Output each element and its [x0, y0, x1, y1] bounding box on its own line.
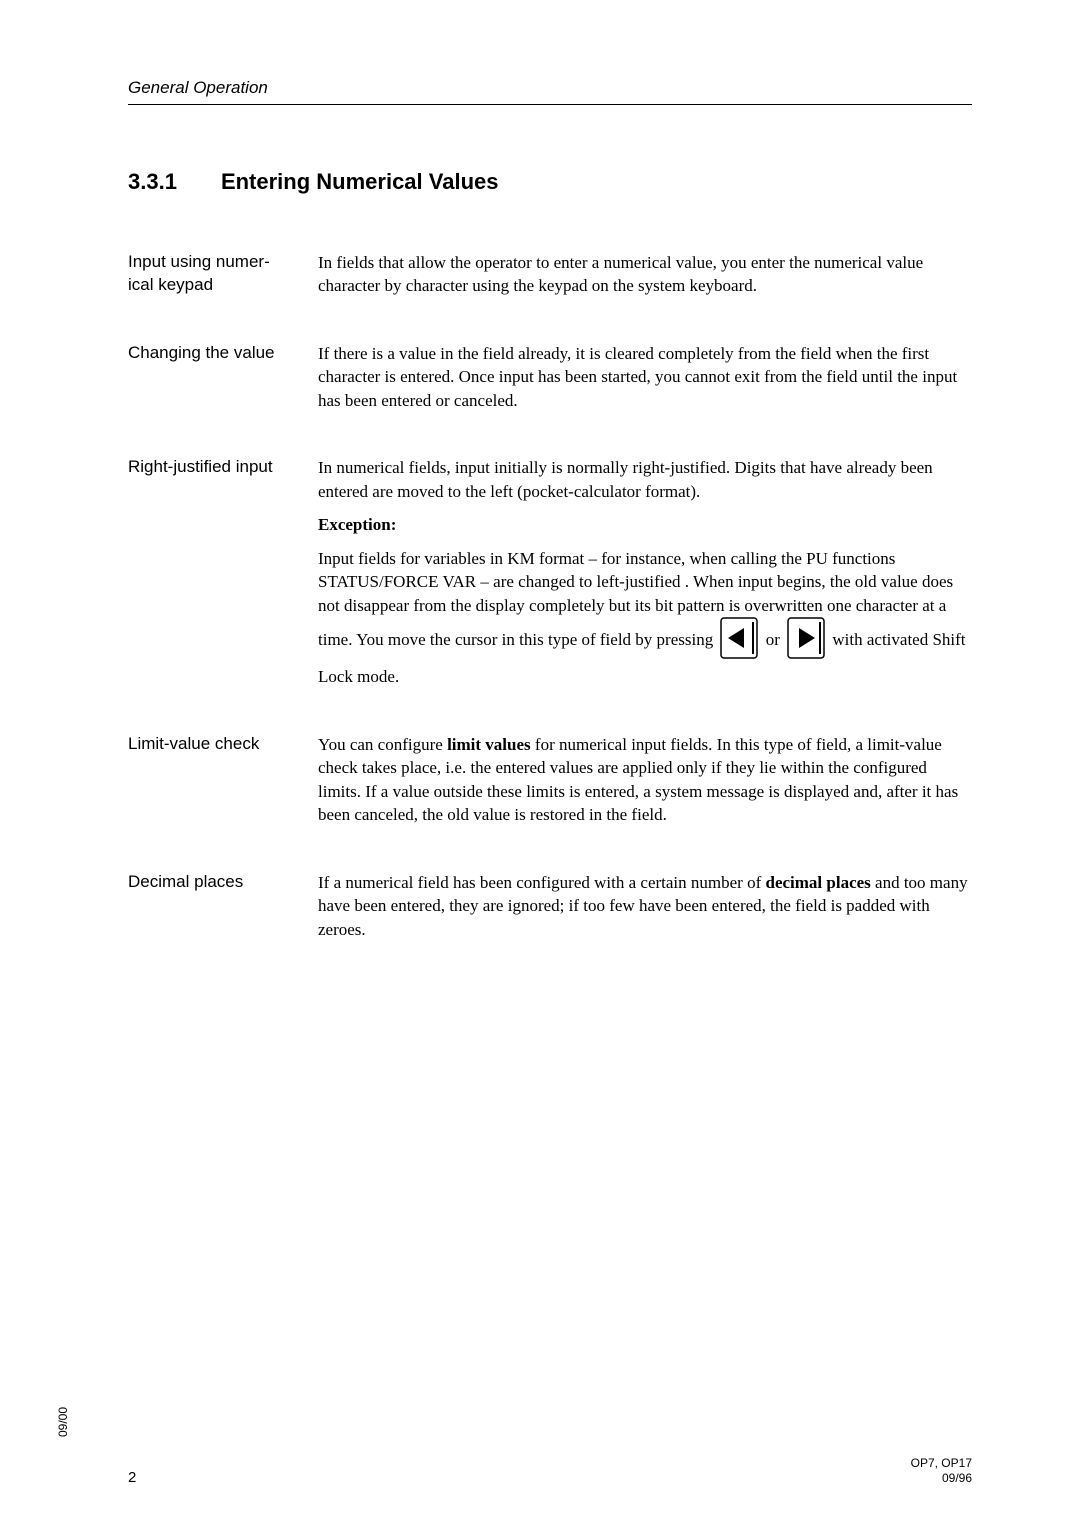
footer-date: 09/96 — [911, 1471, 972, 1487]
paragraph: If a numerical field has been configured… — [318, 871, 972, 941]
section-number: 3.3.1 — [128, 169, 177, 195]
page-number: 2 — [128, 1469, 136, 1486]
entry-input-keypad: Input using numer- ical keypad In fields… — [128, 251, 972, 308]
paragraph: In numerical fields, input initially is … — [318, 456, 972, 503]
entry-changing-value: Changing the value If there is a value i… — [128, 342, 972, 422]
entry-label: Limit-value check — [128, 733, 318, 837]
entry-body: If a numerical field has been configured… — [318, 871, 972, 951]
side-rotated-text: 09/00 — [56, 1407, 70, 1437]
arrow-right-key-icon — [787, 617, 825, 665]
entry-body: If there is a value in the field already… — [318, 342, 972, 422]
running-title: General Operation — [128, 78, 972, 104]
entry-label: Decimal places — [128, 871, 318, 951]
footer: 2 OP7, OP17 09/96 — [128, 1469, 972, 1487]
entry-body: In numerical fields, input initially is … — [318, 456, 972, 699]
text-run: You can configure — [318, 735, 447, 754]
exception-heading: Exception: — [318, 513, 972, 536]
entry-label: Changing the value — [128, 342, 318, 422]
entry-right-justified: Right-justified input In numerical field… — [128, 456, 972, 699]
entry-body: In fields that allow the operator to ent… — [318, 251, 972, 308]
paragraph: If there is a value in the field already… — [318, 342, 972, 412]
footer-right: OP7, OP17 09/96 — [911, 1456, 972, 1487]
entry-label: Input using numer- ical keypad — [128, 251, 318, 308]
bold-term: decimal places — [765, 873, 870, 892]
entry-label: Right-justified input — [128, 456, 318, 699]
footer-doc-id: OP7, OP17 — [911, 1456, 972, 1472]
section-heading: 3.3.1 Entering Numerical Values — [128, 169, 972, 195]
paragraph: Input fields for variables in KM format … — [318, 547, 972, 689]
paragraph: In fields that allow the operator to ent… — [318, 251, 972, 298]
bold-term: limit values — [447, 735, 531, 754]
text-or: or — [766, 630, 780, 649]
section-title: Entering Numerical Values — [221, 169, 499, 194]
entry-body: You can configure limit values for numer… — [318, 733, 972, 837]
paragraph: You can configure limit values for numer… — [318, 733, 972, 827]
entry-limit-value: Limit-value check You can configure limi… — [128, 733, 972, 837]
entry-decimal-places: Decimal places If a numerical field has … — [128, 871, 972, 951]
header-rule: General Operation — [128, 78, 972, 105]
arrow-left-key-icon — [720, 617, 758, 665]
text-run: If a numerical field has been configured… — [318, 873, 765, 892]
